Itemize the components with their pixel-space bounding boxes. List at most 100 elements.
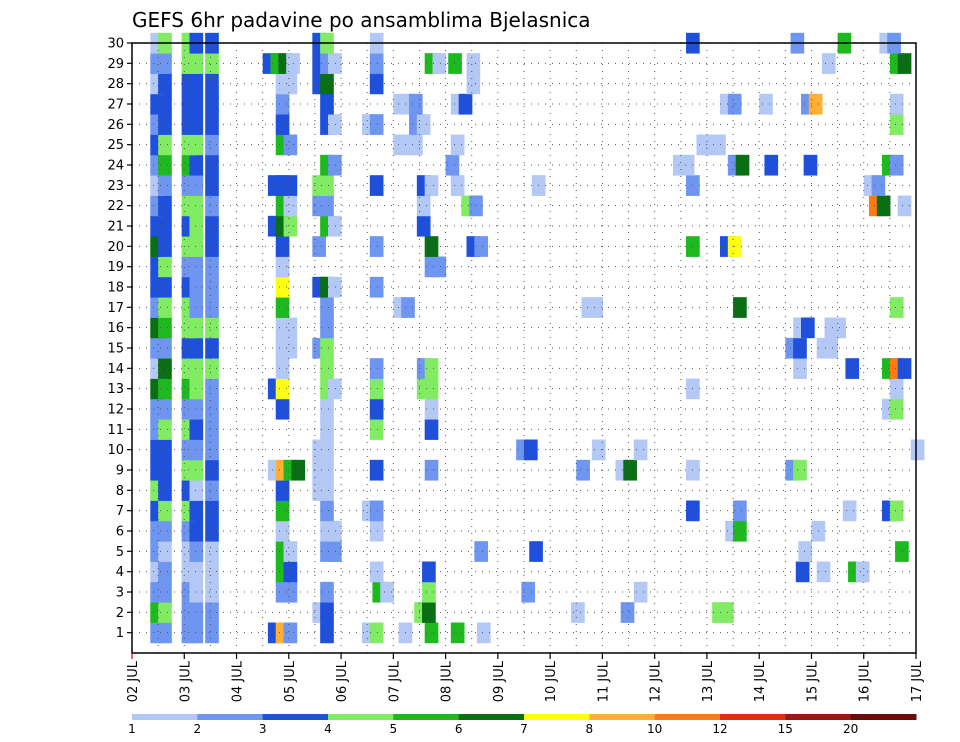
heatmap-cell xyxy=(158,419,172,440)
heatmap-cell xyxy=(808,93,823,115)
heatmap-cell xyxy=(189,297,204,318)
heatmap-cell xyxy=(189,73,204,95)
heatmap-cell xyxy=(205,53,219,74)
heatmap-cell xyxy=(735,154,750,176)
heatmap-cell xyxy=(466,53,481,74)
heatmap-cell xyxy=(889,500,904,522)
heatmap-cell xyxy=(158,581,172,603)
heatmap-cell xyxy=(842,500,857,522)
heatmap-cell xyxy=(623,459,637,481)
heatmap-cell xyxy=(205,541,219,562)
y-tick-label: 29 xyxy=(107,57,124,72)
y-tick-label: 21 xyxy=(107,220,124,235)
heatmap-cell xyxy=(158,561,172,583)
heatmap-cell xyxy=(369,236,384,257)
heatmap-cell xyxy=(283,581,298,603)
heatmap-cell xyxy=(158,154,172,176)
heatmap-cell xyxy=(283,195,298,217)
heatmap-cell xyxy=(283,337,298,359)
x-tick-label: 14 JUL xyxy=(753,660,768,702)
heatmap-cell xyxy=(291,459,306,481)
heatmap-cell xyxy=(328,53,342,74)
x-tick-label: 06 JUL xyxy=(335,660,350,702)
heatmap-cell xyxy=(450,622,465,644)
heatmap-cell xyxy=(633,439,648,461)
heatmap-cell xyxy=(158,256,172,278)
heatmap-cell xyxy=(158,73,172,95)
y-tick-label: 8 xyxy=(116,484,124,499)
heatmap-cell xyxy=(895,541,909,562)
heatmap-cell xyxy=(189,175,204,196)
heatmap-cell xyxy=(189,358,204,379)
heatmap-cell xyxy=(320,581,334,603)
y-tick-label: 23 xyxy=(107,179,124,194)
heatmap-cell xyxy=(328,215,342,237)
heatmap-cell xyxy=(320,297,334,318)
heatmap-cell xyxy=(158,134,172,156)
heatmap-cell xyxy=(328,378,342,400)
x-tick-label: 13 JUL xyxy=(701,660,716,702)
heatmap-cell xyxy=(889,398,904,420)
x-tick-label: 12 JUL xyxy=(649,660,664,702)
heatmap-cell xyxy=(189,195,204,217)
heatmap-cell xyxy=(205,459,219,481)
heatmap-cell xyxy=(158,480,172,501)
y-tick-label: 27 xyxy=(107,98,124,113)
heatmap-cell xyxy=(205,480,219,501)
heatmap-cell xyxy=(158,500,172,522)
heatmap-cell xyxy=(205,520,219,542)
colorbar-label: 1 xyxy=(128,722,136,736)
heatmap-cell xyxy=(275,276,290,298)
heatmap-cell xyxy=(158,520,172,542)
heatmap-cell xyxy=(189,419,204,440)
heatmap-cell xyxy=(369,276,384,298)
colorbar-swatch xyxy=(654,714,721,720)
heatmap-cell xyxy=(205,256,219,278)
heatmap-cell xyxy=(205,398,219,420)
y-tick-label: 14 xyxy=(107,362,124,377)
heatmap-cell xyxy=(816,561,831,583)
heatmap-cell xyxy=(733,297,747,318)
heatmap-cell xyxy=(189,541,204,562)
y-tick-label: 15 xyxy=(107,342,124,357)
heatmap-cell xyxy=(369,398,384,420)
heatmap-cell xyxy=(409,93,423,115)
heatmap-cell xyxy=(283,175,298,196)
heatmap-cell xyxy=(283,541,298,562)
heatmap-cell xyxy=(275,520,290,542)
heatmap-cell xyxy=(424,175,439,196)
heatmap-cell xyxy=(889,154,904,176)
heatmap-cell xyxy=(205,317,219,339)
heatmap-cell xyxy=(793,358,807,379)
heatmap-cell xyxy=(158,195,172,217)
heatmap-cell xyxy=(422,602,436,623)
x-tick-label: 03 JUL xyxy=(178,660,193,702)
heatmap-cell xyxy=(189,154,204,176)
heatmap-cell xyxy=(158,114,172,135)
colorbar-swatch xyxy=(589,714,656,720)
heatmap-cell xyxy=(798,541,813,562)
heatmap-cell xyxy=(205,419,219,440)
heatmap-cell xyxy=(189,134,204,156)
x-tick-label: 08 JUL xyxy=(440,660,455,702)
colorbar-label: 20 xyxy=(843,722,858,736)
heatmap-cell xyxy=(466,73,481,95)
y-tick-label: 3 xyxy=(116,586,124,601)
heatmap-cell xyxy=(793,337,807,359)
heatmap-cell xyxy=(205,337,219,359)
heatmap-cell xyxy=(445,154,460,176)
heatmap-cell xyxy=(897,53,912,74)
heatmap-cell xyxy=(529,541,543,562)
heatmap-cell xyxy=(910,439,925,461)
heatmap-cell xyxy=(320,175,334,196)
heatmap-cell xyxy=(205,602,219,623)
x-tick-label: 02 JUL xyxy=(126,660,141,702)
heatmap-cell xyxy=(320,73,334,95)
heatmap-cell xyxy=(205,561,219,583)
heatmap-cell xyxy=(422,561,436,583)
heatmap-cell xyxy=(476,622,491,644)
heatmap-cell xyxy=(189,236,204,257)
colorbar-label: 12 xyxy=(712,722,727,736)
heatmap-cell xyxy=(803,154,818,176)
heatmap-cell xyxy=(275,93,290,115)
